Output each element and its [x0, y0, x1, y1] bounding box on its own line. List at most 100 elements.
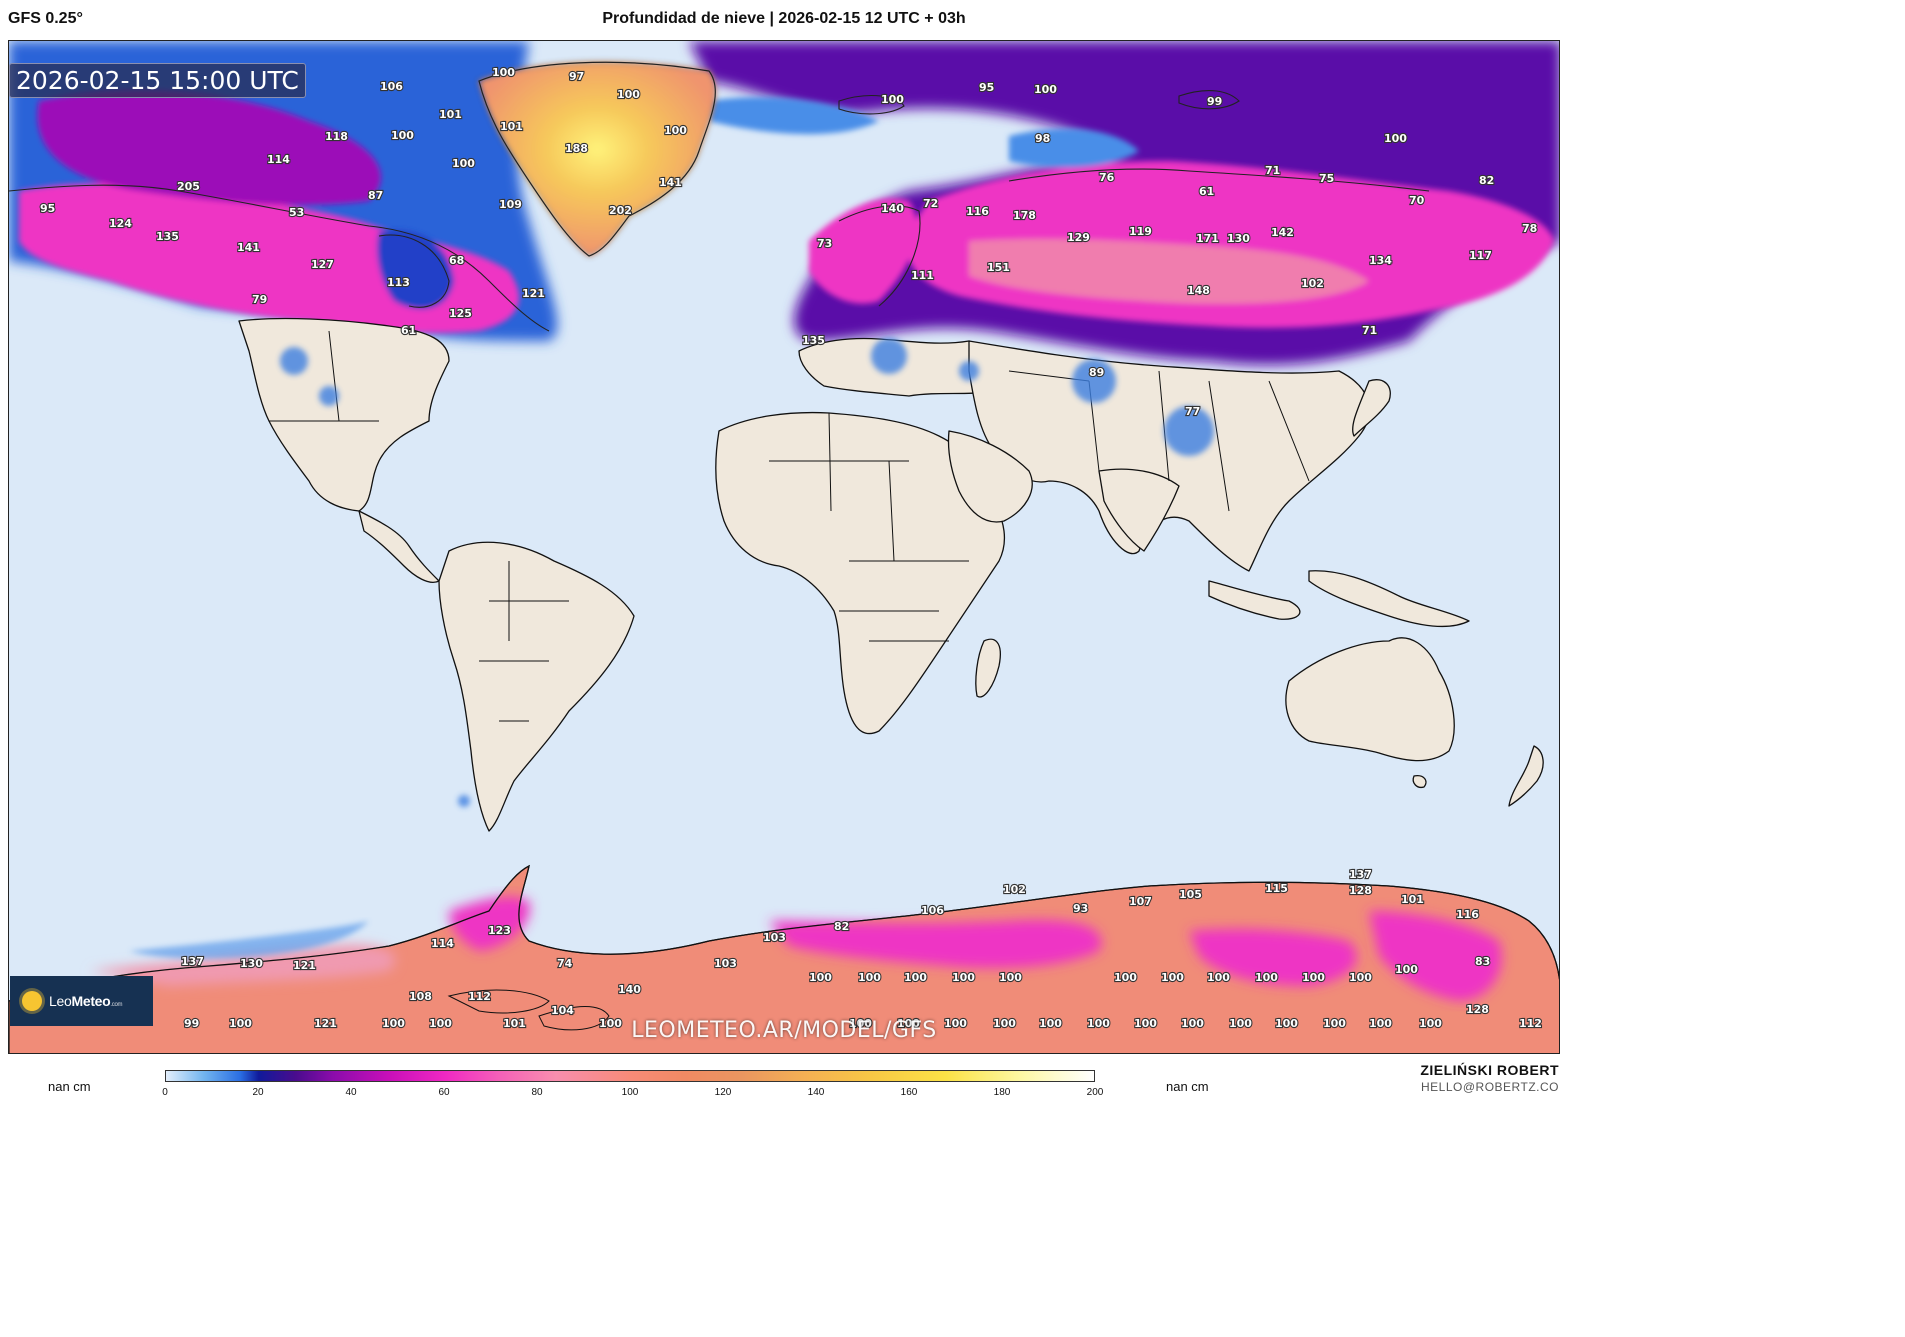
depth-label: 77 — [1185, 405, 1200, 418]
depth-label: 116 — [966, 205, 989, 218]
depth-label: 121 — [522, 287, 545, 300]
depth-label: 100 — [952, 971, 975, 984]
depth-label: 137 — [1349, 868, 1372, 881]
depth-label: 141 — [237, 241, 260, 254]
depth-label: 100 — [849, 1017, 872, 1030]
depth-label: 103 — [763, 931, 786, 944]
depth-label: 148 — [1187, 284, 1210, 297]
leometeo-logo[interactable]: LeoMeteo.com — [10, 976, 153, 1026]
unit-label-left: nan cm — [48, 1079, 91, 1094]
watermark-url: LEOMETEO.AR/MODEL/GFS — [631, 1018, 937, 1043]
depth-label: 99 — [1207, 95, 1222, 108]
depth-label: 202 — [609, 204, 632, 217]
depth-label: 82 — [1479, 174, 1494, 187]
depth-label: 115 — [1265, 882, 1288, 895]
depth-label: 95 — [979, 81, 994, 94]
depth-label: 100 — [944, 1017, 967, 1030]
depth-label: 87 — [368, 189, 383, 202]
depth-label: 61 — [1199, 185, 1214, 198]
depth-label: 100 — [1039, 1017, 1062, 1030]
depth-label: 123 — [488, 924, 511, 937]
depth-label: 95 — [40, 202, 55, 215]
depth-label: 61 — [401, 324, 416, 337]
depth-label: 100 — [1419, 1017, 1442, 1030]
depth-label: 188 — [565, 142, 588, 155]
depth-label: 100 — [1207, 971, 1230, 984]
colorbar-tick: 80 — [531, 1087, 543, 1098]
unit-label-right: nan cm — [1166, 1079, 1209, 1094]
depth-label: 53 — [289, 206, 304, 219]
depth-label: 70 — [1409, 194, 1425, 207]
depth-label: 130 — [240, 957, 263, 970]
depth-label: 101 — [500, 120, 523, 133]
colorbar-tick: 20 — [252, 1087, 264, 1098]
arctic-outlines — [9, 90, 1430, 332]
depth-label: 114 — [267, 153, 290, 166]
colorbar-tick: 60 — [438, 1087, 450, 1098]
depth-label: 89 — [1089, 366, 1104, 379]
depth-label: 106 — [921, 904, 944, 917]
depth-label: 127 — [311, 258, 334, 271]
depth-label: 205 — [177, 180, 200, 193]
depth-label: 99 — [184, 1017, 199, 1030]
depth-label: 100 — [1395, 963, 1418, 976]
map-canvas: 95 124 135 205 141 127 79 53 113 68 121 … — [9, 41, 1559, 1053]
depth-label: 100 — [1255, 971, 1278, 984]
depth-label: 100 — [664, 124, 687, 137]
colorbar-tick: 120 — [714, 1087, 732, 1098]
depth-label: 114 — [431, 937, 454, 950]
depth-label: 68 — [449, 254, 464, 267]
depth-label: 135 — [156, 230, 179, 243]
depth-label: 125 — [449, 307, 472, 320]
depth-label: 135 — [802, 334, 825, 347]
depth-label: 100 — [452, 157, 475, 170]
logo-text: LeoMeteo.com — [49, 993, 123, 1009]
depth-label: 141 — [659, 176, 682, 189]
depth-label: 100 — [229, 1017, 252, 1030]
depth-label: 100 — [897, 1017, 920, 1030]
model-name: GFS 0.25° — [8, 10, 83, 27]
depth-label: 140 — [881, 202, 904, 215]
depth-label: 100 — [1369, 1017, 1392, 1030]
depth-label: 128 — [1466, 1003, 1489, 1016]
depth-label: 100 — [1181, 1017, 1204, 1030]
depth-label: 100 — [1134, 1017, 1157, 1030]
depth-label: 119 — [1129, 225, 1152, 238]
depth-label: 109 — [499, 198, 522, 211]
depth-label: 108 — [409, 990, 432, 1003]
antarctica — [9, 864, 1559, 1053]
sun-icon — [22, 991, 42, 1011]
depth-label: 97 — [569, 70, 584, 83]
depth-label: 100 — [809, 971, 832, 984]
depth-label: 100 — [429, 1017, 452, 1030]
valid-time-badge: 2026-02-15 15:00 UTC — [9, 63, 306, 98]
depth-label: 74 — [557, 957, 573, 970]
snow-patches — [280, 338, 1214, 807]
depth-label: 100 — [391, 129, 414, 142]
depth-label: 100 — [1161, 971, 1184, 984]
depth-label: 171 — [1196, 232, 1219, 245]
depth-label: 100 — [904, 971, 927, 984]
snow-depth-map[interactable]: 95 124 135 205 141 127 79 53 113 68 121 … — [8, 40, 1560, 1054]
depth-label: 101 — [439, 108, 462, 121]
colorbar — [165, 1070, 1095, 1082]
depth-label: 100 — [993, 1017, 1016, 1030]
depth-label: 73 — [817, 237, 832, 250]
depth-label: 104 — [551, 1004, 574, 1017]
depth-label: 124 — [109, 217, 132, 230]
colorbar-tick: 0 — [162, 1087, 168, 1098]
depth-label: 121 — [293, 959, 316, 972]
depth-label: 72 — [923, 197, 938, 210]
depth-label: 105 — [1179, 888, 1202, 901]
depth-label: 100 — [1384, 132, 1407, 145]
depth-label: 142 — [1271, 226, 1294, 239]
depth-label: 128 — [1349, 884, 1372, 897]
depth-label: 100 — [1323, 1017, 1346, 1030]
author-email[interactable]: HELLO@ROBERTZ.CO — [1421, 1080, 1559, 1094]
depth-label: 140 — [618, 983, 641, 996]
depth-label: 100 — [1349, 971, 1372, 984]
depth-label: 100 — [881, 93, 904, 106]
depth-label: 107 — [1129, 895, 1152, 908]
depth-label: 106 — [380, 80, 403, 93]
depth-label: 151 — [987, 261, 1010, 274]
